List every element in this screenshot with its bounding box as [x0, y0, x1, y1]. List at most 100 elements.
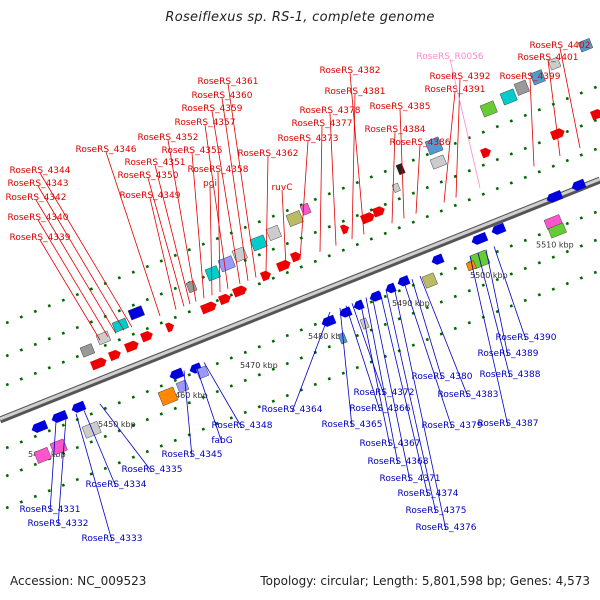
leader-line [529, 78, 535, 167]
leader-line [379, 291, 429, 497]
tick-mark [75, 325, 80, 330]
leader-line [365, 297, 399, 465]
forward-gene-arrow [372, 206, 385, 218]
tick-mark [257, 405, 262, 409]
tick-mark [19, 500, 24, 504]
tick-mark [89, 412, 94, 416]
forward-gene-arrow [140, 331, 153, 343]
leader-line [105, 151, 161, 317]
bottom-gene-label: RoseRS_4371 [380, 474, 441, 484]
leader-line [281, 189, 287, 266]
gene-block [424, 136, 444, 156]
tick-mark [523, 238, 528, 243]
leader-line [217, 171, 221, 293]
tick-mark [467, 169, 472, 173]
tick-mark [117, 309, 122, 313]
leader-line [449, 58, 481, 189]
tick-mark [257, 373, 262, 377]
tick-mark [383, 294, 388, 299]
leader-line [419, 275, 469, 398]
tick-mark [19, 348, 24, 352]
gene-block [577, 38, 594, 53]
tick-mark [439, 180, 444, 184]
tick-mark [173, 378, 178, 383]
tick-mark [75, 292, 80, 297]
tick-mark [551, 255, 556, 259]
tick-mark [355, 180, 360, 185]
tick-mark [579, 244, 584, 248]
leader-line [39, 239, 101, 341]
leader-line [57, 417, 67, 527]
leader-line [329, 112, 337, 246]
forward-gene-arrow [218, 293, 231, 306]
top-gene-label: RoseRS_4401 [518, 53, 579, 63]
tick-mark [593, 210, 598, 215]
tick-mark [61, 360, 66, 364]
gene-block [157, 386, 179, 407]
tick-mark [187, 248, 192, 252]
tick-mark [285, 393, 290, 398]
tick-mark [47, 489, 52, 493]
scale-label: 5470 kbp [240, 361, 278, 370]
tick-mark [159, 321, 164, 325]
tick-mark [495, 309, 500, 314]
tick-mark [117, 401, 122, 405]
tick-mark [593, 270, 598, 275]
tick-mark [509, 272, 514, 276]
bottom-gene-label: RoseRS_4335 [122, 465, 183, 475]
tick-mark [537, 293, 542, 297]
tick-mark [565, 281, 570, 286]
tick-mark [467, 321, 472, 325]
tick-mark [201, 427, 206, 431]
top-gene-label: RoseRS_4385 [370, 102, 431, 112]
gene-block [204, 265, 221, 282]
tick-mark [131, 395, 136, 399]
leader-line [393, 286, 447, 531]
bottom-gene-label: RoseRS_4364 [262, 405, 323, 415]
tick-mark [187, 433, 192, 437]
scale-label: 5480 kbp [308, 332, 346, 341]
tick-mark [33, 434, 38, 439]
tick-mark [285, 208, 290, 213]
tick-mark [313, 382, 318, 387]
gene-block [499, 88, 518, 106]
tick-mark [341, 219, 346, 223]
gene-block [547, 222, 567, 239]
tick-mark [61, 298, 66, 302]
scale-label: 5500 kbp [470, 271, 508, 280]
scale-label: 5450 kbp [98, 420, 136, 429]
bottom-gene-label: RoseRS_4348 [212, 421, 273, 431]
leader-line [371, 295, 411, 482]
top-gene-label: RoseRS_4340 [8, 213, 69, 223]
tick-mark [33, 342, 38, 347]
gene-block [547, 56, 562, 71]
leader-line [411, 279, 443, 380]
tick-mark [271, 367, 276, 371]
tick-mark [173, 286, 178, 291]
reverse-gene-arrow [431, 253, 445, 265]
gene-block [479, 100, 498, 118]
tick-mark [495, 124, 500, 129]
tick-mark [131, 270, 136, 274]
leader-line [75, 413, 113, 542]
tick-mark [481, 130, 486, 134]
tick-mark [383, 169, 388, 174]
tick-mark [355, 365, 360, 370]
scale-label: 5510 kbp [536, 241, 574, 250]
tick-mark [19, 440, 24, 444]
tick-mark [425, 337, 430, 342]
bottom-gene-label: RoseRS_4331 [20, 505, 81, 515]
tick-mark [327, 377, 332, 381]
leader-line [183, 370, 193, 458]
bottom-gene-label: RoseRS_4375 [406, 506, 467, 516]
scale-label: 5460 kbp [170, 391, 208, 400]
tick-mark [551, 287, 556, 291]
leader-line [195, 365, 223, 444]
gene-block [127, 305, 145, 321]
tick-mark [299, 265, 304, 269]
reverse-gene-arrow [471, 232, 489, 245]
tick-mark [47, 429, 52, 433]
tick-mark [299, 328, 304, 332]
tick-mark [439, 209, 444, 213]
